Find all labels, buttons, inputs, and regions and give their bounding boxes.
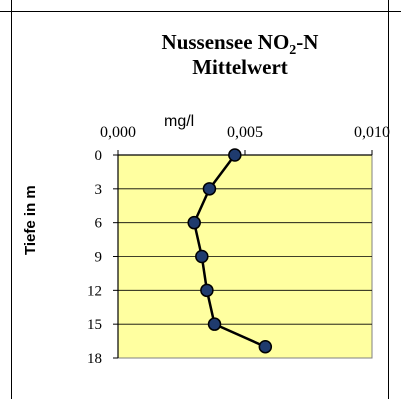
chart-title-line2: Mittelwert bbox=[192, 55, 288, 79]
data-point bbox=[228, 148, 242, 162]
y-tick-label: 9 bbox=[95, 250, 103, 266]
data-point bbox=[202, 182, 217, 196]
data-point bbox=[207, 317, 222, 331]
chart-title-suffix: -N bbox=[296, 30, 319, 54]
chart-title-main: Nussensee NO bbox=[161, 30, 290, 54]
chart-title: Nussensee NO2-N Mittelwert bbox=[120, 30, 360, 80]
frame-border-right bbox=[388, 0, 389, 399]
y-tick-label: 12 bbox=[87, 283, 102, 299]
y-tick-label: 0 bbox=[95, 148, 103, 164]
x-tick-label: 0,005 bbox=[227, 124, 263, 141]
x-axis-label: mg/l bbox=[164, 113, 195, 130]
x-tick-label: 0,010 bbox=[354, 124, 390, 141]
data-point bbox=[258, 339, 273, 354]
y-tick-label: 15 bbox=[87, 317, 102, 333]
y-tick-label: 3 bbox=[95, 182, 103, 198]
frame-border-left bbox=[11, 0, 12, 399]
data-point bbox=[195, 249, 209, 264]
data-point bbox=[187, 215, 201, 230]
y-tick-label: 18 bbox=[87, 351, 102, 367]
data-point bbox=[200, 283, 214, 298]
chart-title-subscript: 2 bbox=[289, 43, 297, 59]
frame-border-top bbox=[0, 11, 401, 12]
x-tick-label: 0,000 bbox=[100, 124, 136, 141]
y-tick-label: 6 bbox=[95, 216, 103, 232]
